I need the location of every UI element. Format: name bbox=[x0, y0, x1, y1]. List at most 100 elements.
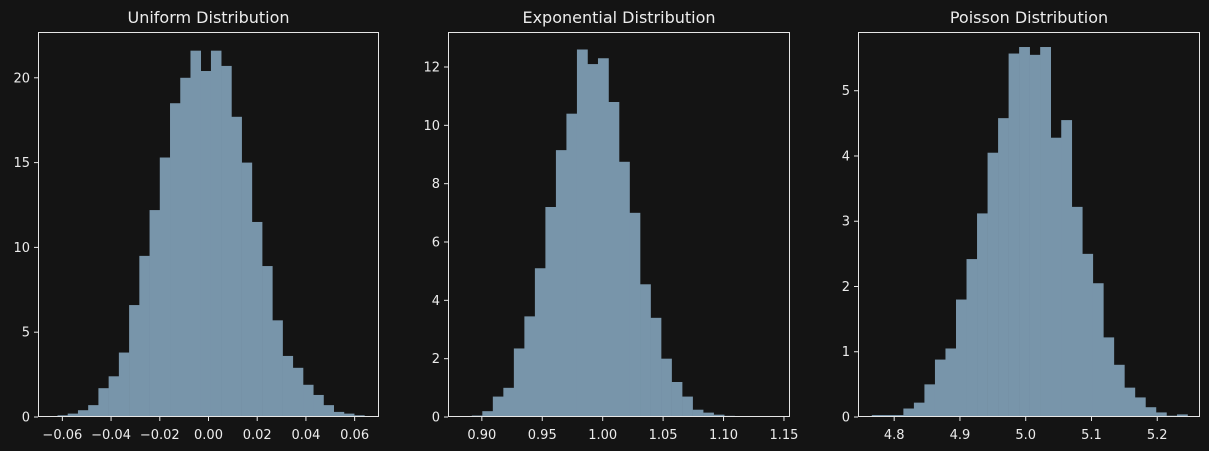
histogram-bar bbox=[1155, 412, 1167, 417]
y-tick-label: 4 bbox=[432, 294, 440, 309]
histogram-bar bbox=[608, 102, 620, 417]
x-tick-label: 0.95 bbox=[528, 428, 557, 443]
histogram-bar bbox=[576, 49, 588, 417]
x-tick-label: 0.02 bbox=[243, 428, 272, 443]
histogram-bar bbox=[482, 411, 494, 417]
y-tick-label: 1 bbox=[842, 345, 850, 360]
histogram-bar bbox=[956, 299, 967, 417]
y-tick-label: 5 bbox=[842, 84, 850, 99]
histogram-bar bbox=[503, 387, 515, 417]
histogram-bar bbox=[555, 150, 567, 418]
histogram-bar bbox=[713, 414, 725, 417]
histogram-bar bbox=[671, 382, 683, 417]
histogram-bar bbox=[1092, 283, 1104, 417]
histogram-bar bbox=[650, 317, 662, 417]
histogram-bar bbox=[934, 359, 946, 417]
x-tick-label: 0.90 bbox=[467, 428, 496, 443]
histogram-bar bbox=[587, 64, 599, 417]
x-tick-label: 0.06 bbox=[340, 428, 369, 443]
x-tick-label: 5.1 bbox=[1081, 428, 1102, 443]
histogram-bar bbox=[292, 367, 304, 417]
axes-frame bbox=[38, 32, 379, 417]
histogram-bar bbox=[998, 118, 1009, 417]
histogram-bar bbox=[98, 388, 109, 417]
axes-frame bbox=[858, 32, 1200, 417]
x-tick-label: 1.00 bbox=[588, 428, 617, 443]
y-tick-label: 20 bbox=[13, 71, 30, 86]
histogram-bar bbox=[88, 405, 99, 417]
histogram-bar bbox=[534, 268, 546, 417]
y-tick-label: 2 bbox=[432, 352, 440, 367]
chart-title: Uniform Distribution bbox=[127, 8, 289, 27]
histogram-bar bbox=[545, 207, 557, 417]
y-tick-label: 10 bbox=[13, 241, 30, 256]
histogram-bar bbox=[343, 413, 355, 417]
x-tick-label: 1.10 bbox=[709, 428, 738, 443]
histogram-bar bbox=[323, 405, 334, 417]
y-tick-label: 2 bbox=[842, 280, 850, 295]
histogram-bar bbox=[241, 162, 253, 417]
chart-panel: 0.90 0.95 1.00 1.05 1.10 1.15 0 2 4 6 8 10 12 Exponen… bbox=[423, 8, 798, 443]
histogram-bar bbox=[629, 212, 641, 417]
histogram-bar bbox=[67, 413, 79, 417]
histogram-bar bbox=[597, 58, 609, 417]
histogram-bar bbox=[77, 410, 89, 417]
y-tick-label: 8 bbox=[432, 177, 440, 192]
histogram-bar bbox=[303, 384, 314, 417]
histogram-bar bbox=[1029, 54, 1041, 418]
histogram-bar bbox=[1008, 53, 1020, 417]
histogram-bar bbox=[282, 355, 294, 417]
y-tick-label: 0 bbox=[432, 411, 440, 426]
chart-title: Poisson Distribution bbox=[950, 8, 1108, 27]
histogram-bar bbox=[272, 320, 283, 417]
x-tick-label: 5.2 bbox=[1147, 428, 1168, 443]
histogram-bar bbox=[1103, 337, 1115, 417]
histogram-bar bbox=[682, 396, 693, 417]
histogram-bar bbox=[159, 157, 171, 417]
axes-frame bbox=[448, 32, 790, 417]
histogram-bar bbox=[180, 77, 191, 417]
histogram-bar bbox=[108, 376, 120, 417]
histogram-bar bbox=[139, 255, 150, 417]
histogram-bar bbox=[313, 394, 324, 417]
histogram-bar bbox=[524, 316, 536, 418]
y-tick-label: 12 bbox=[423, 61, 440, 76]
x-tick-label: 1.05 bbox=[649, 428, 678, 443]
histogram-bar bbox=[190, 50, 202, 417]
y-tick-label: 10 bbox=[423, 119, 440, 134]
histogram-bar bbox=[661, 358, 672, 417]
y-tick-label: 0 bbox=[842, 411, 850, 426]
histogram-bar bbox=[703, 412, 714, 418]
y-tick-label: 0 bbox=[22, 411, 30, 426]
histogram-bar bbox=[262, 266, 273, 417]
histogram-bar bbox=[987, 152, 999, 417]
x-tick-label: 1.15 bbox=[769, 428, 798, 443]
histogram-bar bbox=[170, 103, 181, 417]
histogram-bar bbox=[1040, 47, 1051, 417]
histogram-bar bbox=[619, 161, 630, 417]
histogram-bar bbox=[924, 384, 936, 417]
histogram-bar bbox=[1145, 407, 1157, 417]
histogram-bar bbox=[231, 116, 242, 418]
histogram-bar bbox=[118, 352, 130, 417]
y-tick-label: 15 bbox=[13, 156, 30, 171]
histogram-bar bbox=[200, 71, 212, 417]
x-tick-label: 0.04 bbox=[291, 428, 320, 443]
histogram-bar bbox=[1061, 120, 1073, 417]
x-tick-label: −0.04 bbox=[91, 428, 131, 443]
histogram-bar bbox=[640, 284, 651, 417]
histogram-bar bbox=[945, 348, 957, 417]
x-tick-label: 4.8 bbox=[884, 428, 905, 443]
y-tick-label: 4 bbox=[842, 149, 850, 164]
histogram-bar bbox=[333, 411, 345, 417]
x-tick-label: 5.0 bbox=[1015, 428, 1036, 443]
histogram-bar bbox=[492, 396, 504, 417]
histogram-bar bbox=[966, 259, 978, 417]
chart-title: Exponential Distribution bbox=[522, 8, 715, 27]
histogram-bar bbox=[1019, 47, 1030, 417]
y-tick-label: 5 bbox=[22, 326, 30, 341]
x-tick-label: −0.06 bbox=[42, 428, 82, 443]
histogram-bar bbox=[1113, 364, 1125, 417]
y-tick-label: 6 bbox=[432, 236, 440, 251]
